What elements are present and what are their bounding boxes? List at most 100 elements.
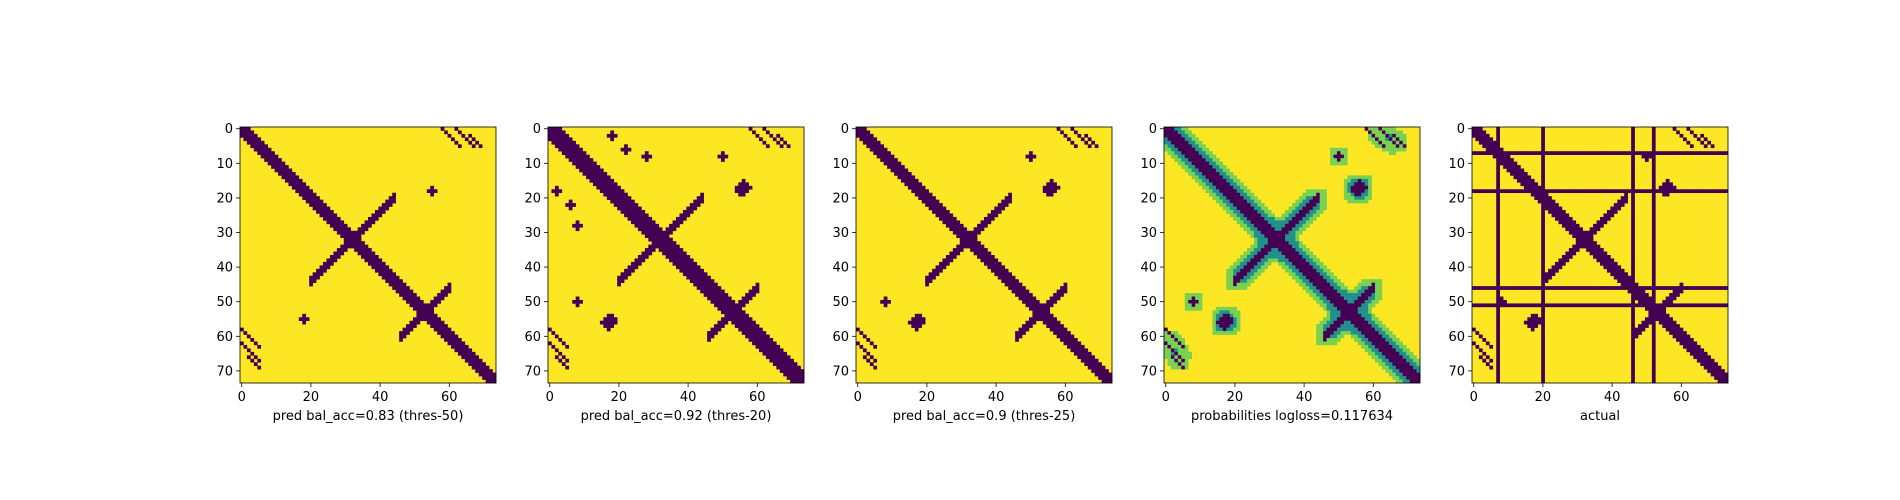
heatmap-cell (1679, 289, 1684, 294)
heatmap-cell (316, 199, 320, 204)
heatmap-cell (1513, 189, 1518, 194)
heatmap-cell (1375, 324, 1379, 328)
heatmap-cell (1375, 279, 1379, 283)
heatmap-cell (1298, 282, 1303, 287)
heatmap-cell (1350, 303, 1355, 308)
heatmap-cell (1219, 203, 1224, 207)
heatmap-cell (624, 151, 628, 155)
heatmap-cell (1672, 324, 1677, 328)
heatmap-cell (1375, 320, 1379, 325)
heatmap-cell (1658, 185, 1663, 190)
heatmap-cell (1631, 310, 1635, 315)
heatmap-cell (648, 154, 653, 159)
heatmap-cell (1669, 303, 1673, 308)
heatmap-cell (710, 331, 715, 335)
heatmap-cell (682, 255, 687, 259)
heatmap-cell (444, 293, 448, 297)
heatmap-cell (309, 282, 313, 287)
heatmap-cell (1333, 338, 1338, 342)
heatmap-cell (1364, 289, 1369, 294)
heatmap-cell (1644, 154, 1649, 159)
heatmap-cell (558, 133, 563, 138)
heatmap-cell (624, 199, 628, 204)
heatmap-cell (1638, 303, 1642, 308)
heatmap-cell (1188, 151, 1192, 155)
heatmap-cell (1544, 196, 1549, 200)
heatmap-cell (399, 338, 403, 342)
heatmap-cell (1721, 303, 1725, 308)
heatmap-cell (1177, 341, 1182, 346)
heatmap-cell (1028, 299, 1033, 304)
heatmap-cell (762, 348, 767, 353)
heatmap-cell (1523, 175, 1528, 180)
heatmap-cell (624, 268, 628, 273)
heatmap-cell (734, 324, 739, 328)
heatmap-cell (1278, 237, 1282, 242)
heatmap-cell (942, 258, 947, 263)
heatmap-cell (644, 154, 649, 159)
heatmap-cell (1589, 151, 1594, 155)
heatmap-cell (1056, 127, 1061, 131)
heatmap-cell (945, 255, 950, 259)
heatmap-cell (440, 324, 445, 328)
heatmap-cell (478, 144, 483, 149)
heatmap-cell (1503, 161, 1507, 166)
heatmap-cell (1627, 279, 1632, 283)
heatmap-cell (1579, 241, 1584, 245)
heatmap-cell (433, 189, 438, 194)
heatmap-cell (392, 279, 396, 283)
heatmap-cell (1385, 362, 1390, 367)
heatmap-cell (554, 133, 559, 138)
heatmap-cell (1527, 320, 1532, 325)
heatmap-cell (1319, 268, 1324, 273)
heatmap-cell (399, 334, 403, 339)
heatmap-cell (1319, 286, 1324, 290)
heatmap-cell (1188, 130, 1192, 135)
heatmap-cell (1565, 189, 1570, 194)
heatmap-cell (243, 137, 248, 142)
heatmap-cell (748, 289, 753, 294)
heatmap-cell (312, 272, 317, 277)
x-tick-label: 20 (303, 390, 320, 405)
heatmap-cell (1714, 369, 1718, 373)
x-tick-label: 60 (441, 390, 458, 405)
heatmap-cell (918, 182, 923, 187)
heatmap-cell (1378, 286, 1383, 290)
heatmap-cell (1205, 182, 1210, 187)
heatmap-cell (1167, 133, 1172, 138)
heatmap-cell (1336, 303, 1341, 308)
heatmap-cell (1510, 189, 1514, 194)
heatmap-cell (1364, 303, 1369, 308)
heatmap-cell (309, 203, 313, 207)
heatmap-cell (478, 369, 483, 373)
heatmap-cell (1253, 213, 1258, 218)
heatmap-cell (1247, 203, 1251, 207)
heatmap-cell (741, 317, 746, 322)
heatmap-cell (641, 251, 646, 256)
heatmap-cell (1721, 379, 1725, 384)
heatmap-cell (572, 158, 576, 162)
heatmap-cell (1603, 258, 1608, 263)
heatmap-cell (1354, 199, 1359, 204)
heatmap-cell (406, 289, 410, 294)
heatmap-cell (1336, 286, 1341, 290)
heatmap-cell (724, 296, 729, 301)
heatmap-cell (1219, 324, 1224, 328)
heatmap-cell (354, 230, 358, 235)
heatmap-cell (388, 279, 393, 283)
heatmap-cell (1243, 213, 1248, 218)
heatmap-cell (1240, 279, 1244, 283)
heatmap-cell (1593, 255, 1597, 259)
heatmap-cell (1665, 178, 1670, 183)
heatmap-cell (1267, 213, 1272, 218)
heatmap-cell (444, 327, 448, 332)
heatmap-cell (1229, 265, 1234, 270)
heatmap-cell (1700, 303, 1705, 308)
heatmap-cell (700, 272, 704, 277)
heatmap-cell (973, 234, 978, 239)
heatmap-cell (240, 327, 244, 332)
heatmap-cell (1388, 331, 1393, 335)
heatmap-cell (1721, 286, 1725, 290)
heatmap-cell (1347, 310, 1352, 315)
heatmap-cell (1219, 175, 1224, 180)
